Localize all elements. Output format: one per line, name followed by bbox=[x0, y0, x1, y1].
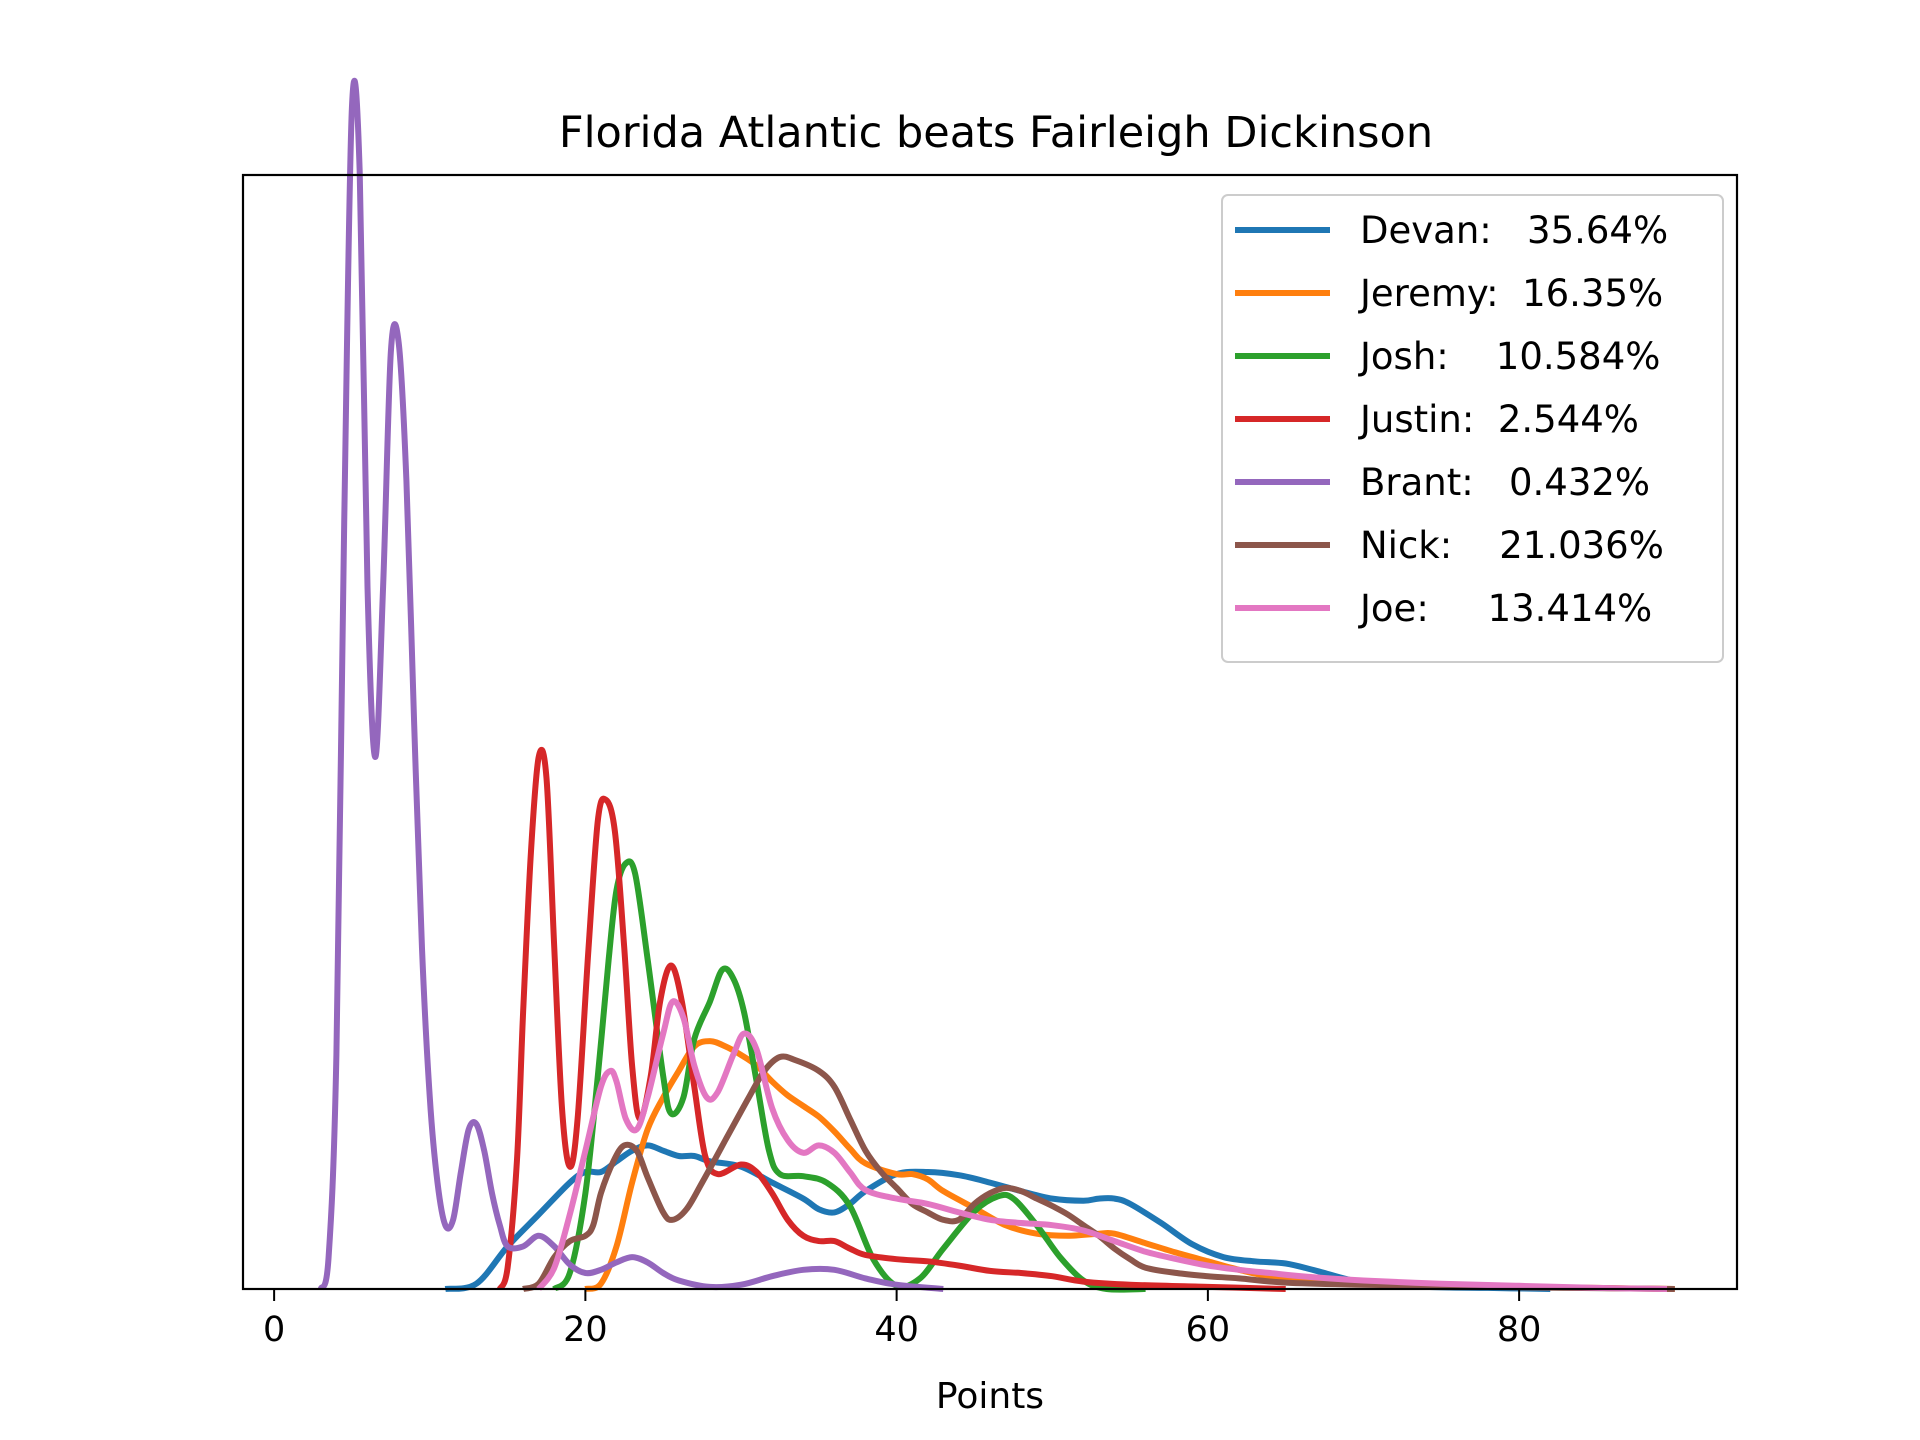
legend-entry-label: Brant: 0.432% bbox=[1360, 461, 1650, 504]
x-tick-label: 20 bbox=[563, 1310, 608, 1350]
legend-entry-label: Justin: 2.544% bbox=[1358, 398, 1639, 441]
series-line-6 bbox=[522, 1053, 1675, 1292]
series-line-7 bbox=[536, 998, 1668, 1292]
x-tick-label: 40 bbox=[874, 1310, 919, 1350]
legend-entry-label: Nick: 21.036% bbox=[1360, 524, 1664, 567]
legend-entry-label: Joe: 13.414% bbox=[1358, 587, 1652, 630]
x-tick-label: 60 bbox=[1186, 1310, 1231, 1350]
plot-area bbox=[317, 78, 1675, 1293]
x-tick-label: 0 bbox=[263, 1310, 285, 1350]
series-line-2 bbox=[584, 1038, 1675, 1292]
legend: Devan: 35.64% Jeremy: 16.35% Josh: 10.584%… bbox=[1221, 194, 1724, 663]
legend-entry-label: Josh: 10.584% bbox=[1358, 335, 1660, 378]
legend-entry-label: Jeremy: 16.35% bbox=[1358, 272, 1663, 315]
chart-title: Florida Atlantic beats Fairleigh Dickins… bbox=[559, 108, 1433, 158]
series-line-4 bbox=[496, 746, 1286, 1292]
series-line-5 bbox=[317, 78, 944, 1292]
legend-entry-label: Devan: 35.64% bbox=[1360, 209, 1668, 252]
x-axis-label: Points bbox=[936, 1376, 1044, 1417]
legend-frame bbox=[1221, 194, 1724, 663]
x-axis-ticks: 0 20 40 60 80 bbox=[263, 1289, 1541, 1350]
x-tick-label: 80 bbox=[1497, 1310, 1542, 1350]
axes-frame bbox=[241, 173, 1739, 1291]
